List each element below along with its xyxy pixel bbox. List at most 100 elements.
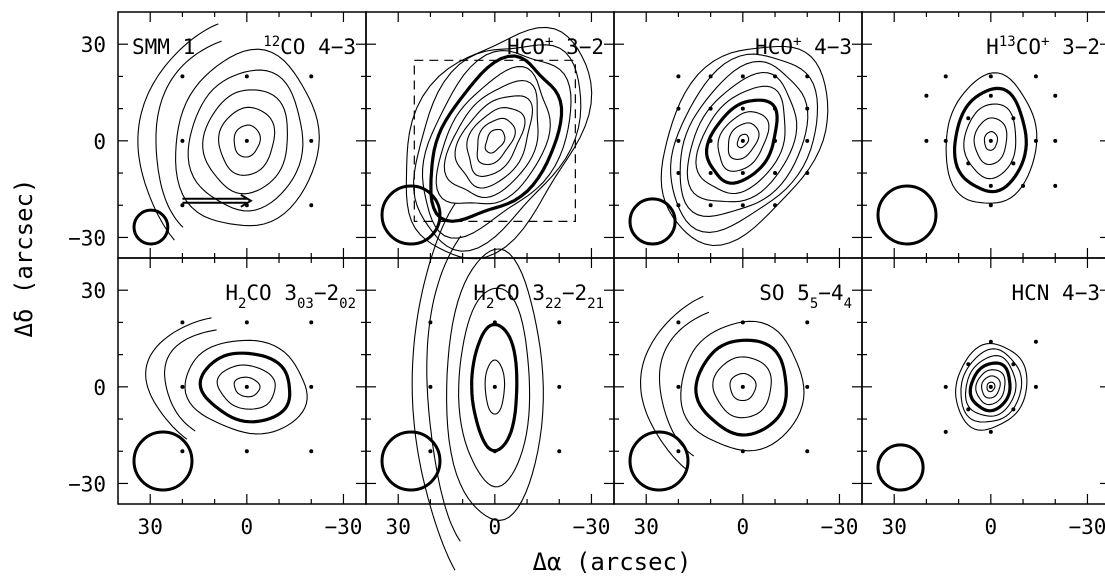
panel-title-part: 22 (545, 296, 562, 312)
map-box (413, 59, 576, 222)
map-point (924, 138, 929, 143)
contour (484, 128, 506, 154)
panel-title: H2CO 322−221 (473, 281, 604, 312)
panel-title: SO 55−44 (759, 281, 852, 312)
contour (694, 338, 788, 437)
panel-title: 12CO 4−3 (263, 34, 356, 59)
map-point (740, 106, 745, 111)
contour-arc (411, 203, 456, 571)
contour (405, 26, 593, 260)
panel-title-part: CO 3 (246, 281, 297, 305)
contour-arc (658, 311, 710, 457)
panel-ticks (862, 258, 1105, 504)
map-point (740, 138, 745, 143)
beam-circle (380, 184, 442, 246)
panel-title: HCO+ 3−2 (507, 34, 604, 59)
panel-title: H13CO+ 3−2 (986, 34, 1100, 59)
map-point (676, 449, 681, 454)
map-point (988, 429, 993, 434)
panel-h13co-3-2: H13CO+ 3−2 (861, 11, 1105, 259)
map-point (309, 138, 314, 143)
map-point (708, 203, 713, 208)
panel-title-part: 21 (587, 296, 604, 312)
map-point (428, 449, 433, 454)
map-point (988, 183, 993, 188)
contour (986, 381, 996, 393)
contours (145, 317, 308, 440)
panel-title-part: CO (1016, 35, 1041, 59)
panel-hco-3-2: HCO+ 3−2 (365, 11, 615, 260)
map-point (988, 93, 993, 98)
contour (964, 355, 1017, 417)
panel-title-part: 3−2 (1049, 35, 1100, 59)
contour (435, 66, 551, 205)
contours (405, 26, 593, 260)
contour (218, 106, 276, 176)
map-point (244, 74, 249, 79)
map-point (943, 74, 948, 79)
contour-arc (640, 295, 704, 470)
map-point (244, 320, 249, 325)
map-point (924, 93, 929, 98)
contour (680, 320, 805, 452)
map-point (708, 171, 713, 176)
x-tick-label: 30 (882, 515, 907, 539)
contour (458, 287, 531, 488)
map-point (180, 74, 185, 79)
panel-ticks (118, 12, 366, 258)
panel-h2co-322-221: H2CO 322−221 (365, 203, 615, 571)
beam-circle (132, 208, 170, 246)
beam-circle (380, 430, 442, 492)
panel-title-part: H (473, 281, 486, 305)
beam-circle (628, 430, 690, 492)
panel-title-part: −4 (818, 281, 843, 305)
map-point (943, 429, 948, 434)
panel-title-part: 03 (297, 296, 314, 312)
x-tick-label: −30 (820, 515, 858, 539)
panel-title-part: 4 (844, 296, 852, 312)
x-tick-label: 0 (489, 515, 502, 539)
panel-title-part: 4−3 (801, 35, 852, 59)
contour (233, 124, 261, 158)
panel-title: HCO+ 4−3 (755, 34, 852, 59)
beam-circle (132, 430, 194, 492)
contour (963, 103, 1017, 180)
panel-title-part: 12 (263, 34, 280, 50)
map-point (966, 116, 971, 121)
panel-title-part: 02 (339, 296, 356, 312)
contour (443, 79, 539, 199)
contours (640, 295, 805, 470)
source-label: SMM 1 (132, 35, 195, 59)
contour (413, 44, 582, 252)
contour (187, 69, 304, 212)
map-point (740, 74, 745, 79)
panel-hco-4-3: HCO+ 4−3 (613, 11, 863, 259)
contours (945, 72, 1038, 204)
map-point (943, 384, 948, 389)
map-point (676, 74, 681, 79)
contour-arc (155, 40, 222, 228)
contours (137, 23, 320, 241)
contour (727, 122, 760, 160)
map-point (943, 138, 948, 143)
y-axis-label: Δδ (arcsec) (10, 179, 38, 338)
panel-12co-4-3: SMM 1 12CO 4−3 (117, 11, 367, 259)
arrow-head (240, 193, 253, 208)
contour (446, 248, 544, 521)
contour (429, 54, 564, 223)
contour (198, 351, 292, 424)
contour (955, 342, 1028, 431)
map-point (676, 138, 681, 143)
contours (660, 45, 829, 247)
contour-arc (164, 329, 217, 432)
panel-title-part: H (986, 35, 999, 59)
map-point (988, 203, 993, 208)
panel-title-part: HCN 4−3 (1011, 281, 1100, 305)
contour (968, 361, 1012, 413)
x-tick-label: −30 (1068, 515, 1105, 539)
panel-title-part: −2 (562, 281, 587, 305)
map-point (180, 138, 185, 143)
map-point (773, 171, 778, 176)
contour (484, 359, 506, 415)
